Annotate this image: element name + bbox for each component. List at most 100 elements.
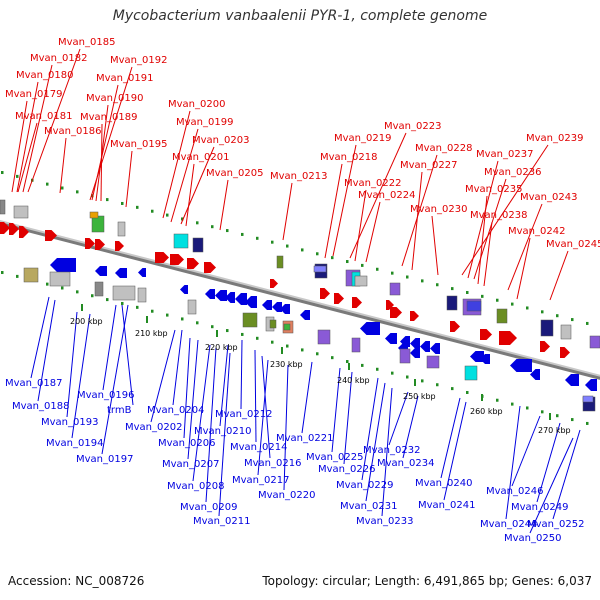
feature-box <box>94 281 104 297</box>
outer-tick-mark <box>361 363 364 367</box>
gene-label-forward: Mvan_0242 <box>508 226 565 237</box>
forward-gene-arrow <box>115 241 124 251</box>
reverse-gene-arrow <box>510 359 532 372</box>
forward-gene-arrow <box>0 222 10 234</box>
feature-box <box>466 300 482 312</box>
outer-tick-mark <box>526 306 529 310</box>
outer-tick-mark <box>571 418 574 422</box>
outer-tick-mark <box>271 340 274 344</box>
label-leader-line <box>150 329 176 423</box>
label-leader-line <box>219 344 229 427</box>
gene-label-forward: Mvan_0203 <box>192 135 249 146</box>
forward-gene-arrow <box>352 297 362 308</box>
outer-tick-mark <box>496 398 499 402</box>
gene-label-reverse: Mvan_0206 <box>158 438 215 449</box>
kbp-tick-label: 240 kbp <box>337 376 370 385</box>
kbp-tick-label: 210 kbp <box>135 329 168 338</box>
outer-tick-mark <box>556 414 559 418</box>
label-leader-line <box>331 367 341 453</box>
feature-box <box>399 348 411 364</box>
genome-summary: Topology: circular; Length: 6,491,865 bp… <box>262 574 592 588</box>
gene-label-forward: Mvan_0200 <box>168 99 225 110</box>
label-leader-line <box>11 100 28 193</box>
forward-gene-arrow <box>390 307 402 318</box>
forward-gene-arrow <box>45 230 57 241</box>
gene-label-reverse: Mvan_0225 <box>306 452 363 463</box>
gene-label-reverse: Mvan_0231 <box>340 501 397 512</box>
gene-label-forward: Mvan_0179 <box>5 89 62 100</box>
outer-tick-mark <box>226 329 229 333</box>
outer-tick-mark <box>166 213 169 217</box>
forward-gene-arrow <box>499 331 517 345</box>
gene-label-forward: Mvan_0191 <box>96 73 153 84</box>
forward-gene-arrow <box>320 288 330 299</box>
gene-label-reverse: Mvan_0202 <box>125 422 182 433</box>
gene-label-forward: Mvan_0235 <box>465 184 522 195</box>
forward-gene-arrow <box>450 321 460 332</box>
reverse-gene-arrow <box>410 348 420 358</box>
reverse-gene-arrow <box>480 354 490 364</box>
outer-tick-mark <box>151 309 154 313</box>
label-leader-line <box>121 304 134 406</box>
label-leader-line <box>361 377 379 481</box>
gene-label-forward: Mvan_0186 <box>44 126 101 137</box>
gene-label-reverse: Mvan_0240 <box>415 478 472 489</box>
outer-tick-mark <box>346 260 349 264</box>
outer-tick-mark <box>466 290 469 294</box>
forward-gene-arrow <box>410 311 419 321</box>
outer-tick-mark <box>46 282 49 286</box>
gene-label-forward: Mvan_0222 <box>344 178 401 189</box>
kbp-tick-label: 260 kbp <box>470 407 503 416</box>
outer-tick-mark <box>181 317 184 321</box>
gene-label-forward: Mvan_0236 <box>484 167 541 178</box>
gene-label-reverse: Mvan_0221 <box>276 433 333 444</box>
outer-tick-mark <box>436 383 439 387</box>
label-leader-line <box>552 429 581 520</box>
outer-tick-mark <box>121 201 124 205</box>
label-leader-line <box>172 329 183 406</box>
outer-tick-mark <box>1 271 4 275</box>
outer-tick-mark <box>136 305 139 309</box>
rna-box <box>91 215 105 233</box>
reverse-gene-arrow <box>205 289 215 299</box>
outer-tick-mark <box>301 248 304 252</box>
reverse-gene-arrow <box>50 258 76 272</box>
map-title: Mycobacterium vanbaalenii PYR-1, complet… <box>112 8 488 24</box>
label-leader-line <box>365 201 381 263</box>
outer-tick-mark <box>16 274 19 278</box>
label-leader-line <box>71 313 91 439</box>
label-leader-line <box>16 81 39 193</box>
reverse-gene-arrow <box>565 374 579 386</box>
outer-tick-mark <box>526 406 529 410</box>
label-leader-line <box>37 299 56 402</box>
gene-label-reverse: Mvan_0194 <box>46 438 103 449</box>
outer-tick-mark <box>511 402 514 406</box>
feature-box <box>137 287 147 303</box>
outer-tick-mark <box>211 325 214 329</box>
gene-label-forward: Mvan_0219 <box>334 133 391 144</box>
label-leader-line <box>483 221 493 287</box>
gene-label-forward: Mvan_0185 <box>58 37 115 48</box>
gene-label-forward: Mvan_0205 <box>206 168 263 179</box>
outer-tick-mark <box>511 302 514 306</box>
outer-tick-mark <box>451 287 454 291</box>
label-leader-line <box>467 160 499 279</box>
label-leader-line <box>365 382 386 502</box>
label-leader-line <box>402 395 419 459</box>
label-leader-line <box>354 189 367 262</box>
label-leader-line <box>66 311 78 418</box>
label-leader-line <box>343 371 353 465</box>
outer-tick-mark <box>61 286 64 290</box>
feature-box <box>89 211 99 219</box>
feature-box <box>49 271 71 287</box>
outer-tick-mark <box>421 279 424 283</box>
kbp-tick-label: 230 kbp <box>270 360 303 369</box>
outer-tick-mark <box>466 390 469 394</box>
label-leader-line <box>187 339 199 460</box>
outer-tick-mark <box>196 221 199 225</box>
gene-label-forward: Mvan_0189 <box>80 112 137 123</box>
outer-tick-mark <box>286 344 289 348</box>
gene-label-forward: Mvan_0245 <box>546 239 600 250</box>
reverse-gene-arrow <box>272 302 282 312</box>
feature-box <box>589 335 600 349</box>
